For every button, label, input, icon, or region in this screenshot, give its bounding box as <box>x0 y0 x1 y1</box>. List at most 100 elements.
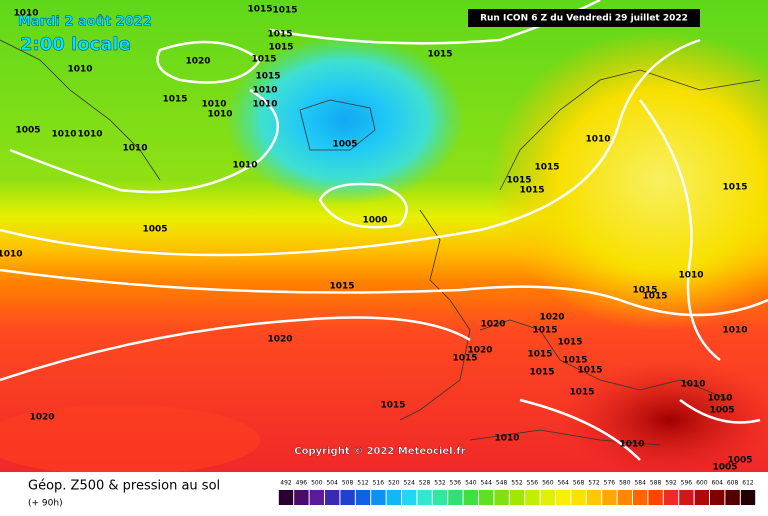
scale-label: 560 <box>542 480 554 487</box>
copyright: Copyright © 2022 Meteociel.fr <box>294 446 465 457</box>
isobar-label: 1020 <box>185 57 210 67</box>
isobar-label: 1015 <box>162 95 187 105</box>
scale-swatch <box>432 490 448 505</box>
isobar-label: 1010 <box>252 86 277 96</box>
scale-label: 500 <box>311 480 323 487</box>
scale-label: 540 <box>465 480 477 487</box>
scale-label: 556 <box>527 480 539 487</box>
field <box>0 405 260 475</box>
scale-label: 612 <box>742 480 754 487</box>
run-box <box>468 9 700 27</box>
run-info: Run ICON 6 Z du Vendredi 29 juillet 2022 <box>480 14 688 24</box>
isobar-label: 1015 <box>329 282 354 292</box>
isobar-label: 1015 <box>722 183 747 193</box>
isobar-label: 1015 <box>557 338 582 348</box>
scale-swatch <box>694 490 709 505</box>
isobar-label: 1010 <box>678 271 703 281</box>
isobar-label: 1010 <box>67 65 92 75</box>
scale-label: 520 <box>388 480 400 487</box>
isobar-label: 1010 <box>619 440 644 450</box>
isobar-label: 1010 <box>252 100 277 110</box>
scale-label: 608 <box>727 480 739 487</box>
scale-label: 588 <box>650 480 662 487</box>
isobar-label: 1015 <box>529 368 554 378</box>
isobar-label: 1015 <box>577 366 602 376</box>
isobar-label: 1015 <box>534 163 559 173</box>
isobar-label: 1010 <box>77 130 102 140</box>
isobar-label: 1010 <box>494 434 519 444</box>
isobar-label: 1015 <box>642 292 667 302</box>
isobar-label: 1015 <box>272 6 297 16</box>
scale-swatch <box>340 490 355 505</box>
isobar-label: 1005 <box>727 456 752 466</box>
isobar-label: 1010 <box>0 250 23 260</box>
isobar-label: 1010 <box>13 9 38 19</box>
isobar-label: 1015 <box>532 326 557 336</box>
scale-label: 524 <box>403 480 415 487</box>
scale-label: 564 <box>557 480 569 487</box>
scale-swatch <box>525 490 540 505</box>
isobar-label: 1015 <box>267 30 292 40</box>
scale-swatch <box>479 490 494 505</box>
isobar-label: 1010 <box>232 161 257 171</box>
isobar-label: 1010 <box>722 326 747 336</box>
scale-label: 496 <box>296 480 308 487</box>
field <box>225 35 465 205</box>
scale-swatch <box>710 490 725 505</box>
scale-label: 572 <box>588 480 600 487</box>
isobar-label: 1015 <box>255 72 280 82</box>
isobar-label: 1010 <box>585 135 610 145</box>
scale-swatch <box>278 490 294 505</box>
isobar-label: 1015 <box>506 176 531 186</box>
scale-label: 576 <box>604 480 616 487</box>
scale-swatch <box>633 490 648 505</box>
scale-label: 580 <box>619 480 631 487</box>
scale-swatch <box>494 490 509 505</box>
scale-label: 604 <box>711 480 723 487</box>
isobar-label: 1015 <box>427 50 452 60</box>
scale-label: 528 <box>419 480 431 487</box>
field <box>560 360 768 480</box>
scale-label: 504 <box>326 480 338 487</box>
isobar-label: 1000 <box>362 216 387 226</box>
scale-swatch <box>740 490 756 505</box>
scale-swatch <box>448 490 463 505</box>
scale-swatch <box>725 490 740 505</box>
isobar-label: 1015 <box>519 186 544 196</box>
isobar-label: 1015 <box>452 354 477 364</box>
scale-swatch <box>556 490 571 505</box>
scale-swatch <box>540 490 555 505</box>
scale-swatch <box>602 490 617 505</box>
scale-label: 584 <box>634 480 646 487</box>
scale-label: 600 <box>696 480 708 487</box>
scale-swatch <box>371 490 386 505</box>
scale-label: 596 <box>681 480 693 487</box>
scale-label: 568 <box>573 480 585 487</box>
isobar-label: 1015 <box>251 55 276 65</box>
scale-swatch <box>509 490 525 505</box>
forecast-time: 2:00 locale <box>20 34 131 55</box>
scale-swatch <box>586 490 602 505</box>
isobar-label: 1015 <box>569 388 594 398</box>
scale-swatch <box>294 490 309 505</box>
isobar-label: 1015 <box>562 356 587 366</box>
isobar-label: 1015 <box>632 286 657 296</box>
isobar-label: 1020 <box>480 320 505 330</box>
scale-swatch <box>309 490 324 505</box>
scale-label: 536 <box>450 480 462 487</box>
isobar-label: 1020 <box>29 413 54 423</box>
scale-swatch <box>571 490 586 505</box>
isobar-label: 1020 <box>267 335 292 345</box>
isobar-label: 1015 <box>247 5 272 15</box>
scale-swatch <box>402 490 417 505</box>
isobar-label: 1005 <box>712 463 737 473</box>
isobar-label: 1005 <box>142 225 167 235</box>
isobar-label: 1005 <box>332 140 357 150</box>
isobar-label: 1010 <box>680 380 705 390</box>
isobar-label: 1010 <box>51 130 76 140</box>
scale-swatch <box>663 490 679 505</box>
scale-swatch <box>355 490 371 505</box>
scale-swatch <box>617 490 632 505</box>
scale-label: 592 <box>665 480 677 487</box>
